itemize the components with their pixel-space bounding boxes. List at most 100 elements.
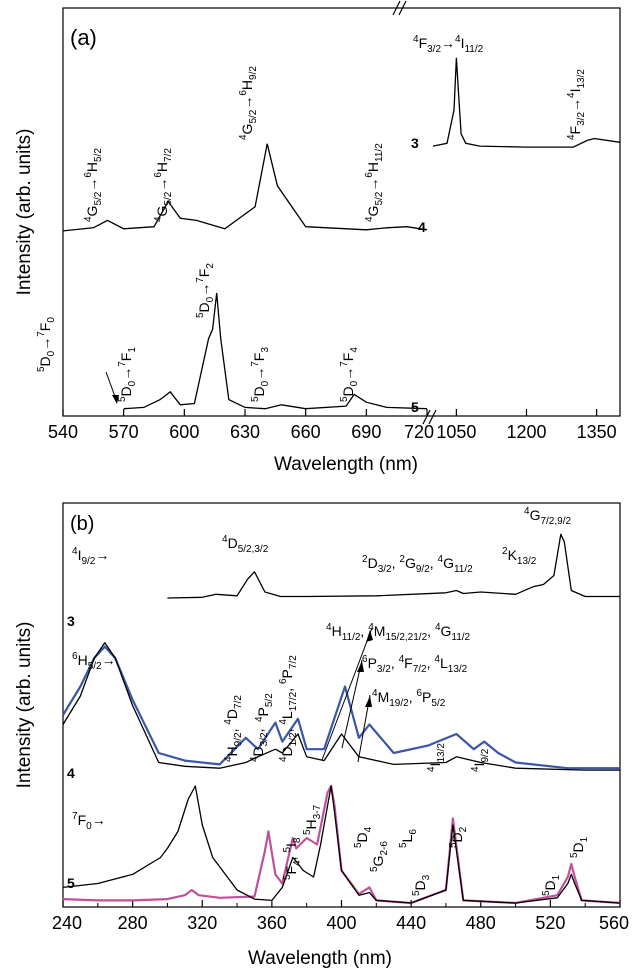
svg-text:4H9/2, 4D7/2: 4H9/2, 4D7/2 [223, 695, 244, 762]
annotation-b-4P5/2: 4P5/2 [254, 693, 275, 722]
annotation-b-4H11/2: 4H11/2, 4M15/2,21/2, 4G11/2 [326, 622, 471, 643]
svg-text:4G5/2→6H11/2: 4G5/2→6H11/2 [364, 143, 385, 222]
svg-text:5D0→7F1: 5D0→7F1 [117, 347, 138, 402]
b-series-line-4-1 [62, 642, 620, 771]
series-label-4: 4 [418, 219, 426, 235]
a-tick-label: 1350 [577, 422, 617, 442]
a-tick-label: 690 [351, 422, 381, 442]
annotation-b-4H9/2: 4H9/2, 4D7/2 [223, 695, 244, 762]
b-series-line-4-2 [62, 645, 620, 770]
annotation-b-4D5/2,3/2: 4D5/2,3/2 [222, 534, 269, 555]
annotation-b-5L6: 5L6 [398, 829, 419, 848]
svg-text:4F3/2→4I11/2: 4F3/2→4I11/2 [413, 34, 484, 55]
a-tick-label: 660 [291, 422, 321, 442]
svg-text:5D0→7F0: 5D0→7F0 [36, 317, 57, 372]
a-series-line-4 [62, 143, 428, 232]
b-tick-label: 240 [52, 913, 82, 933]
panel-b-ticks: 240 280 320 360 400 440 480 520 560 [52, 900, 629, 933]
svg-text:4M19/2, 6P5/2: 4M19/2, 6P5/2 [372, 688, 446, 709]
a-tick-label: 570 [109, 422, 139, 442]
svg-text:5G2-6: 5G2-6 [369, 841, 390, 872]
svg-text:4G5/2→6H9/2: 4G5/2→6H9/2 [238, 66, 259, 140]
b-tick-label: 320 [187, 913, 217, 933]
b-tick-label: 280 [118, 913, 148, 933]
annotation-4G5/2-6H5/2: 4G5/2→6H5/2 [83, 148, 104, 222]
a-tick-label: 630 [230, 422, 260, 442]
panel-a-ylabel: Intensity (arb. units) [14, 129, 35, 296]
svg-text:4D3/2,: 4D3/2, [249, 729, 270, 762]
annotation-b-4G7/2,9/2: 4G7/2,9/2 [524, 506, 571, 527]
panel-a-frame [62, 7, 621, 417]
b-tick-label: 400 [326, 913, 356, 933]
annotation-b-4M19/2: 4M19/2, 6P5/2 [372, 688, 446, 709]
annotation-b-5D1-a: 5D1 [541, 874, 562, 896]
b-series-line-5-4 [62, 784, 621, 905]
svg-text:5F4, 5I8: 5F4, 5I8 [282, 837, 303, 880]
annotation-b-5D4: 5D4 [353, 826, 374, 848]
arrowhead-b-2 [357, 661, 364, 672]
series-b-label-5: 5 [67, 875, 75, 891]
annotation-4F3/2-4I11/2: 4F3/2→4I11/2 [413, 34, 484, 55]
series-b-label-4: 4 [67, 765, 75, 781]
annotation-5D0-7F4: 5D0→7F4 [339, 347, 360, 402]
annotation-b-4I9/2: 4I9/2→ [72, 546, 109, 567]
a-tick-label: 540 [48, 422, 78, 442]
svg-text:6H5/2→: 6H5/2→ [72, 651, 116, 672]
svg-text:5D4: 5D4 [353, 826, 374, 848]
arrowhead-b-3 [365, 696, 372, 707]
arrowhead-5D0-7F0 [112, 395, 119, 404]
annotation-5D0-7F3: 5D0→7F3 [250, 347, 271, 402]
axis-break-top [392, 0, 407, 16]
panel-a-series [62, 57, 621, 410]
annotation-b-6H5/2: 6H5/2→ [72, 651, 116, 672]
svg-text:4I9/2: 4I9/2 [470, 748, 491, 772]
svg-text:5D2: 5D2 [448, 826, 469, 848]
b-tick-label: 440 [396, 913, 426, 933]
svg-text:4H11/2, 4M15/2,21/2, 4G11/2: 4H11/2, 4M15/2,21/2, 4G11/2 [326, 622, 471, 643]
svg-text:4G5/2→6H5/2: 4G5/2→6H5/2 [83, 148, 104, 222]
b-tick-label: 480 [466, 913, 496, 933]
svg-text:5D0→7F3: 5D0→7F3 [250, 347, 271, 402]
panel-b-ylabel: Intensity (arb. units) [14, 622, 35, 789]
svg-text:2D3/2, 2G9/2, 4G11/2: 2D3/2, 2G9/2, 4G11/2 [362, 554, 473, 575]
annotation-b-5D2: 5D2 [448, 826, 469, 848]
b-tick-label: 360 [257, 913, 287, 933]
a-series-line-5 [123, 292, 428, 410]
svg-text:4G5/2→6H7/2: 4G5/2→6H7/2 [153, 148, 174, 222]
panel-b-label: (b) [70, 513, 94, 535]
svg-text:6P3/2, 4F7/2, 4L13/2: 6P3/2, 4F7/2, 4L13/2 [362, 654, 468, 675]
a-tick-label: 1050 [436, 422, 476, 442]
annotation-b-4D3/2: 4D3/2, [249, 729, 270, 762]
svg-text:5D1: 5D1 [541, 874, 562, 896]
series-label-5: 5 [411, 399, 419, 415]
svg-text:5D1: 5D1 [569, 836, 590, 858]
a-tick-label: 1200 [506, 422, 546, 442]
annotation-b-5D1-b: 5D1 [569, 836, 590, 858]
svg-text:4D1/2, 4L17/2, 6P7/2: 4D1/2, 4L17/2, 6P7/2 [278, 655, 299, 762]
axis-break-bottom [422, 409, 437, 425]
b-series-line-3-0 [167, 533, 620, 599]
annotation-b-7F0: 7F0→ [72, 811, 106, 832]
svg-text:5D3: 5D3 [411, 874, 432, 896]
annotation-5D0-7F0: 5D0→7F0 [36, 317, 57, 372]
annotation-5D0-7F2: 5D0→7F2 [195, 263, 216, 318]
annotation-b-4I9/2-lower: 4I9/2 [470, 748, 491, 772]
annotation-4G5/2-6H11/2: 4G5/2→6H11/2 [364, 143, 385, 222]
svg-text:5H3-7: 5H3-7 [302, 804, 323, 835]
annotation-4G5/2-6H9/2: 4G5/2→6H9/2 [238, 66, 259, 140]
b-tick-label: 560 [599, 913, 629, 933]
annotation-b-4I13/2: 4I13/2 [426, 743, 447, 772]
annotation-5D0-7F1: 5D0→7F1 [117, 347, 138, 402]
svg-text:7F0→: 7F0→ [72, 811, 106, 832]
svg-text:4I13/2: 4I13/2 [426, 743, 447, 772]
annotation-b-5F4: 5F4, 5I8 [282, 837, 303, 880]
svg-text:5D0→7F4: 5D0→7F4 [339, 347, 360, 402]
svg-text:4D5/2,3/2: 4D5/2,3/2 [222, 534, 269, 555]
svg-text:5L6: 5L6 [398, 829, 419, 848]
annotation-b-2K13/2: 2K13/2 [502, 546, 537, 567]
panel-b-xlabel: Wavelength (nm) [248, 948, 392, 969]
b-series-line-5-3 [62, 785, 621, 904]
annotation-b-5D3: 5D3 [411, 874, 432, 896]
svg-text:2K13/2: 2K13/2 [502, 546, 537, 567]
